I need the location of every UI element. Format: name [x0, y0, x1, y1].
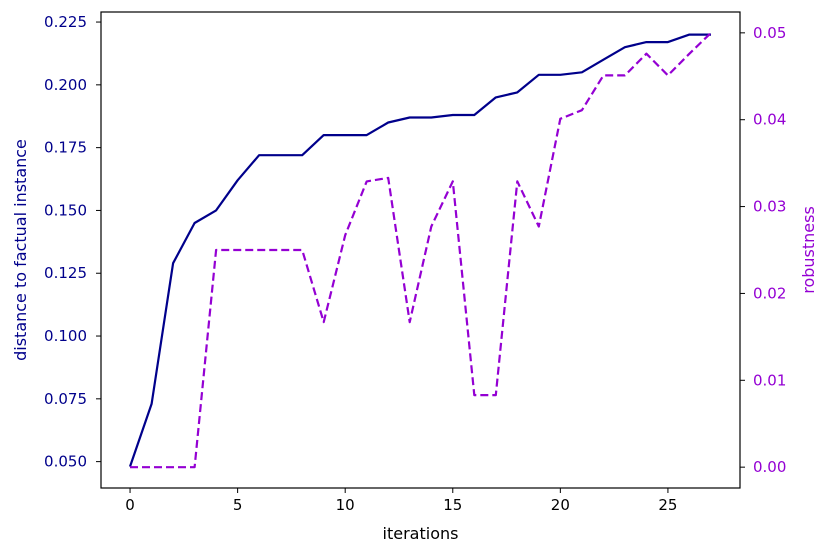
plot-frame: [100, 11, 741, 489]
y-right-tick-label: 0.04: [753, 111, 786, 129]
robustness-series-line: [130, 32, 712, 469]
y-axis-right-label: robustness: [799, 206, 818, 294]
x-tick-label: 0: [125, 496, 135, 514]
y-left-tick-label: 0.175: [44, 139, 87, 157]
y-right-tick-label: 0.00: [753, 458, 786, 476]
y-left-tick-label: 0.050: [44, 453, 87, 471]
x-axis-label: iterations: [383, 524, 459, 543]
x-tick-label: 10: [336, 496, 355, 514]
y-left-tick-label: 0.100: [44, 327, 87, 345]
x-axis: 0 5 10 15 20 25: [125, 488, 677, 514]
y-left-tick-label: 0.225: [44, 13, 87, 31]
y-right-tick-label: 0.03: [753, 198, 786, 216]
y-right-tick-label: 0.02: [753, 284, 786, 302]
y-left-tick-label: 0.150: [44, 201, 87, 219]
y-right-tick-label: 0.05: [753, 24, 786, 42]
y-axis-left: 0.050 0.075 0.100 0.125 0.150 0.175 0.200 0.225: [44, 13, 101, 471]
plot-lines: [128, 32, 712, 469]
y-left-tick-label: 0.075: [44, 390, 87, 408]
x-tick-label: 5: [233, 496, 243, 514]
y-left-tick-label: 0.125: [44, 264, 87, 282]
y-axis-right: 0.00 0.01 0.02 0.03 0.04 0.05: [740, 24, 786, 476]
x-tick-label: 20: [551, 496, 570, 514]
x-tick-label: 25: [658, 496, 677, 514]
y-right-tick-label: 0.01: [753, 371, 786, 389]
x-tick-label: 15: [443, 496, 462, 514]
y-axis-left-label: distance to factual instance: [11, 139, 30, 361]
distance-series-line: [128, 33, 711, 467]
y-left-tick-label: 0.200: [44, 76, 87, 94]
